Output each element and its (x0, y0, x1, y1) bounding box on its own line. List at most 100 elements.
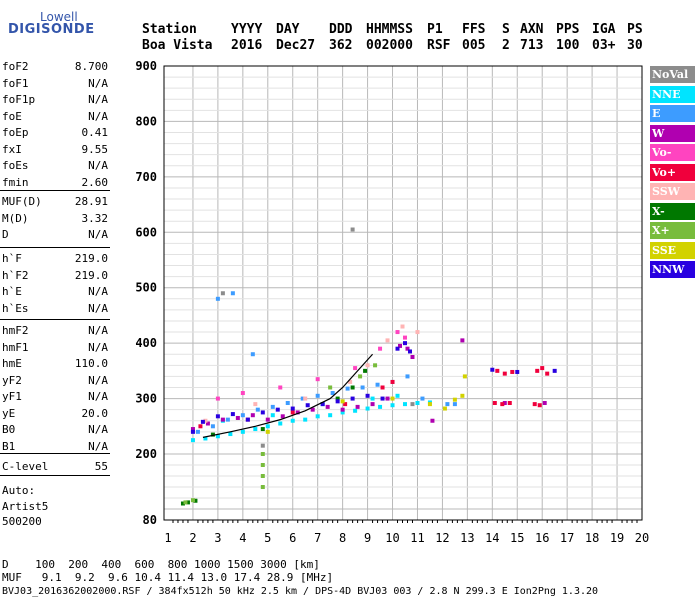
header-value-axn: 713 (520, 38, 544, 53)
param-value: 8.700 (74, 60, 108, 73)
data-point (215, 396, 220, 401)
data-point (303, 417, 308, 422)
data-point (398, 343, 403, 348)
x-tick-label: 14 (485, 531, 499, 545)
data-point (290, 406, 295, 411)
x-tick-label: 17 (560, 531, 574, 545)
data-point (265, 429, 270, 434)
data-point (260, 485, 265, 489)
y-tick-label: 700 (135, 170, 157, 184)
trace-line (202, 353, 374, 438)
header-label-pps: PPS (556, 22, 580, 37)
legend-item-noval: NoVal (650, 66, 695, 83)
data-point (343, 402, 348, 407)
param-value: 9.55 (81, 142, 109, 156)
legend-item-sse: SSE (650, 241, 695, 259)
data-point (345, 386, 350, 391)
data-point (180, 501, 185, 506)
data-point (370, 396, 375, 401)
header-label-axn: AXN (520, 22, 544, 37)
param-row-h-f2: h`F2 219.0 (2, 269, 108, 285)
param-row-yf1: yF1 N/A (2, 390, 108, 406)
param-name: foF1p (2, 93, 36, 106)
data-point (502, 371, 507, 376)
x-tick-label: 6 (289, 531, 296, 545)
y-tick-label: 80 (143, 513, 157, 527)
data-point (353, 408, 358, 413)
data-point (230, 412, 235, 417)
chart-grid (164, 66, 642, 523)
param-value: N/A (88, 285, 108, 298)
data-point (193, 498, 198, 503)
data-point (260, 452, 265, 456)
data-point (185, 500, 190, 505)
logo-top-text: Lowell (40, 10, 78, 24)
header-value-ffs: 005 (462, 38, 486, 53)
x-tick-label: 8 (339, 531, 346, 545)
data-point (348, 379, 353, 384)
data-point (495, 368, 500, 373)
data-point (350, 227, 355, 232)
data-point (230, 291, 235, 296)
series-x- (183, 363, 378, 505)
param-name: B0 (2, 423, 16, 436)
data-point (250, 352, 255, 357)
param-name: hmF1 (2, 340, 29, 354)
data-point (532, 402, 537, 407)
param-name: yF1 (2, 390, 22, 403)
param-row-fmin: fmin 2.60 (2, 176, 108, 192)
param-row-hmf2: hmF2 N/A (2, 324, 108, 340)
param-value: N/A (88, 93, 108, 106)
param-value: 2.60 (81, 175, 109, 189)
param-row-muf-d-: MUF(D) 28.91 (2, 195, 108, 211)
param-name: h`F2 (2, 268, 29, 282)
data-point (542, 401, 547, 406)
data-point (315, 414, 320, 419)
x-tick-label: 7 (314, 531, 321, 545)
data-point (210, 432, 215, 437)
header-value-p1: RSF (427, 38, 451, 53)
param-value: N/A (88, 159, 108, 172)
param-value: 20.0 (81, 406, 109, 420)
param-name: D (2, 228, 9, 241)
data-point (360, 385, 365, 390)
param-row-b0: B0 N/A (2, 423, 108, 439)
data-point (310, 407, 315, 412)
y-tick-label: 800 (135, 114, 157, 128)
header-label-iga: IGA (592, 22, 616, 37)
param-row-fof1: foF1 N/A (2, 77, 108, 93)
data-point (260, 474, 265, 478)
data-point (315, 393, 320, 398)
panel-divider (0, 453, 110, 454)
param-row-hmf1: hmF1 N/A (2, 341, 108, 357)
param-row-foes: foEs N/A (2, 159, 108, 175)
data-point (215, 414, 220, 419)
data-point (403, 402, 407, 407)
data-point (325, 404, 330, 409)
param-value: N/A (88, 340, 108, 354)
data-point (220, 291, 225, 296)
param-value: N/A (88, 324, 108, 337)
data-point (195, 429, 200, 434)
header-label-ddd: DDD (329, 22, 353, 37)
header-value-station: Boa Vista (142, 38, 213, 53)
data-point (460, 338, 465, 343)
param-name: hmE (2, 357, 22, 370)
x-tick-label: 15 (510, 531, 524, 545)
data-point (390, 403, 395, 408)
y-tick-label: 300 (135, 392, 157, 406)
param-value: N/A (88, 439, 108, 453)
param-row-h-f: h`F 219.0 (2, 252, 108, 268)
x-tick-label: 4 (239, 531, 246, 545)
param-name: M(D) (2, 211, 29, 225)
header-label-s: S (502, 22, 510, 37)
data-point (405, 374, 410, 379)
data-point (295, 410, 300, 415)
auto-scaling-l1: Auto: (2, 484, 36, 497)
data-point (190, 427, 195, 432)
series-x- (180, 368, 368, 506)
data-point (358, 374, 363, 379)
series-ssw (203, 324, 420, 423)
param-name: foF1 (2, 76, 29, 90)
data-point (535, 368, 540, 373)
